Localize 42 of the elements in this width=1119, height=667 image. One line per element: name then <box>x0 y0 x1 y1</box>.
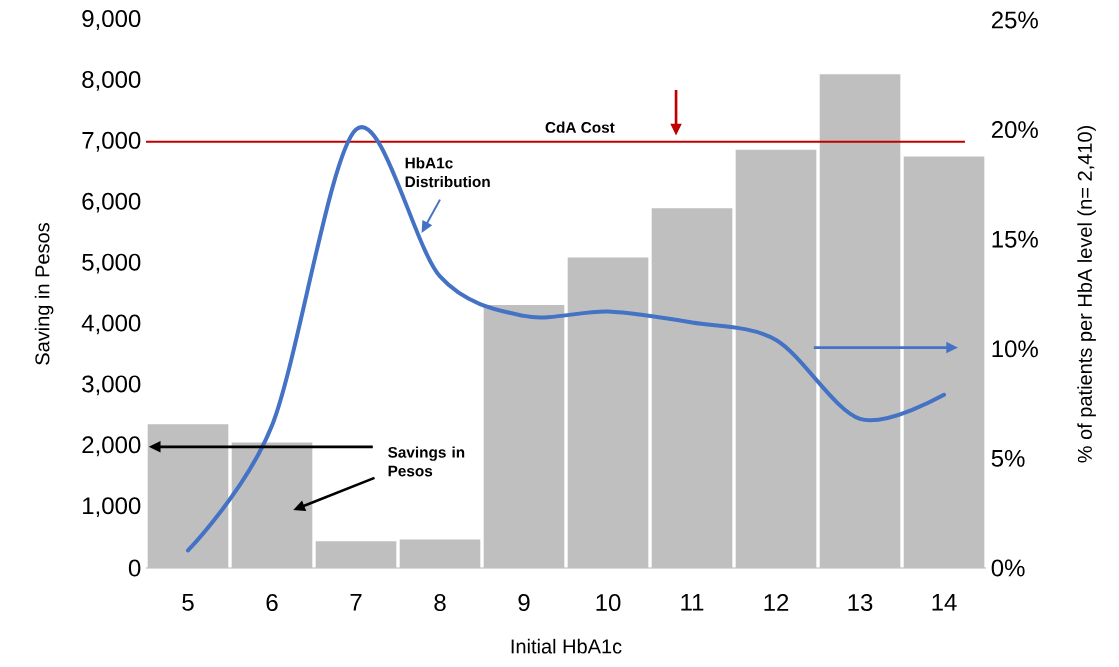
bar <box>483 304 565 568</box>
y-tick-label: 6,000 <box>82 192 141 213</box>
x-tick-label: 13 <box>848 594 873 612</box>
x-tick-label: 11 <box>681 594 704 611</box>
y2-tick-label: 20% <box>991 121 1038 139</box>
x-tick-label: 10 <box>596 594 621 612</box>
x-tick-label: 6 <box>266 594 278 612</box>
bar <box>903 156 985 568</box>
x-tick-label: 12 <box>764 594 789 611</box>
x-tick-label: 9 <box>518 594 530 612</box>
y-tick-label: 9,000 <box>82 10 141 30</box>
y2-tick-label: 5% <box>991 449 1025 467</box>
bar <box>231 442 313 568</box>
x-tick-label: 14 <box>932 594 957 611</box>
y2-tick-label: 25% <box>991 11 1038 29</box>
x-axis-title: Initial HbA1c <box>511 638 622 654</box>
y-tick-label: 7,000 <box>82 131 141 152</box>
bar <box>567 257 649 568</box>
x-tick-label: 7 <box>350 594 362 611</box>
bar <box>399 539 481 568</box>
bar <box>819 74 901 568</box>
bar <box>651 208 733 568</box>
y-tick-label: 2,000 <box>82 436 141 457</box>
bar <box>147 424 229 568</box>
bar <box>315 541 397 568</box>
y2-tick-label: 15% <box>992 230 1038 248</box>
series-label: HbA1c Distribution <box>405 157 490 188</box>
y-tick-label: 1,000 <box>83 497 141 518</box>
x-tick-label: 8 <box>434 594 446 612</box>
y2-tick-label: 10% <box>992 340 1038 358</box>
y-tick-label: 5,000 <box>82 253 141 274</box>
y2-tick-label: 0% <box>991 559 1025 577</box>
y-tick-label: 3,000 <box>82 375 141 396</box>
bar <box>735 149 817 568</box>
series-label: Savings in Pesos <box>388 446 465 477</box>
y-axis-title: Saving in Pesos <box>34 223 54 365</box>
y-tick-label: 0 <box>128 559 141 577</box>
y-tick-label: 4,000 <box>81 314 141 335</box>
x-tick-label: 5 <box>182 594 194 611</box>
ref-line-label: CdA Cost <box>545 121 615 133</box>
y-tick-label: 8,000 <box>82 70 141 91</box>
y2-axis-title: % of patients per HbA level (n= 2,410) <box>1077 126 1096 463</box>
